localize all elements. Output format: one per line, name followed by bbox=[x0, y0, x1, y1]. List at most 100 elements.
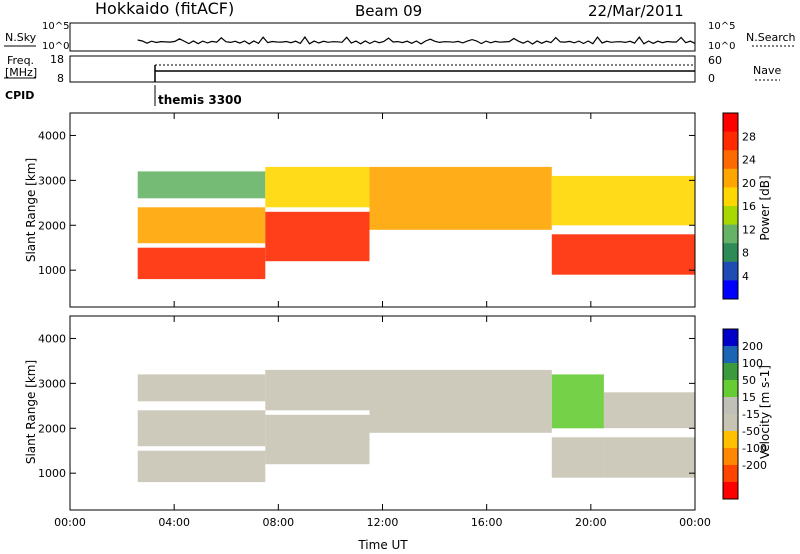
power-ytick-label-0: 1000 bbox=[38, 264, 66, 277]
velocity-cbar-tick-2: 50 bbox=[742, 374, 756, 387]
power-cbar-tick-1: 8 bbox=[742, 247, 749, 260]
velocity-cbar-seg-2 bbox=[723, 363, 738, 381]
power-ytick-label-1: 2000 bbox=[38, 219, 66, 232]
nsky-label: N.Sky bbox=[5, 31, 37, 44]
velocity-band-4-1 bbox=[603, 392, 695, 429]
nsearch-tick-bottom: 10^0 bbox=[708, 41, 735, 52]
velocity-band-1-1 bbox=[265, 369, 370, 411]
velocity-panel: 1000 2000 3000 4000 00:00 04:00 08:00 12:00 16:… bbox=[24, 315, 711, 552]
cpid-mode: themis 3300 bbox=[158, 93, 242, 107]
velocity-y-ticks: 1000 2000 3000 4000 bbox=[38, 332, 695, 480]
velocity-band-4-0 bbox=[603, 437, 695, 478]
velocity-xtick-label-4: 16:00 bbox=[471, 516, 503, 529]
nave-tick-top: 60 bbox=[708, 54, 722, 67]
velocity-band-2-0 bbox=[369, 369, 552, 433]
power-band-3-0 bbox=[551, 234, 695, 275]
velocity-colorbar: 200 100 50 15 -15 -50 -100 -200 Velocity [m s-1… bbox=[722, 328, 772, 500]
velocity-xtick-label-1: 04:00 bbox=[158, 516, 190, 529]
cpid-label: CPID bbox=[5, 89, 34, 102]
power-cbar-tick-2: 12 bbox=[742, 223, 756, 236]
freq-panel: Freq. [MHz] 18 8 60 0 Nave bbox=[4, 53, 781, 85]
velocity-cbar-label: Velocity [m s-1] bbox=[758, 365, 772, 459]
velocity-xtick-label-0: 00:00 bbox=[54, 516, 86, 529]
nsky-tick-top: 10^5 bbox=[42, 21, 69, 32]
power-x-ticks bbox=[69, 113, 696, 307]
velocity-xlabel: Time UT bbox=[357, 538, 408, 552]
power-band-1-1 bbox=[265, 166, 370, 208]
velocity-cbar-tick-0: 200 bbox=[742, 340, 763, 353]
power-cbar-seg-3 bbox=[723, 168, 738, 188]
velocity-cbar-seg-0 bbox=[723, 329, 738, 347]
velocity-cbar-seg-3 bbox=[723, 380, 738, 398]
power-cbar-seg-5 bbox=[723, 206, 738, 226]
velocity-band-1-0 bbox=[265, 414, 370, 465]
velocity-xtick-label-6: 00:00 bbox=[679, 516, 711, 529]
power-cbar-tick-5: 24 bbox=[742, 154, 756, 167]
nsky-line bbox=[137, 35, 696, 45]
power-cbar-tick-0: 4 bbox=[742, 270, 749, 283]
beam-title: Beam 09 bbox=[355, 2, 422, 20]
power-cbar-seg-9 bbox=[723, 280, 738, 300]
freq-label-line2: [MHz] bbox=[5, 66, 37, 79]
velocity-cbar-tick-6: -100 bbox=[742, 442, 767, 455]
velocity-cbar-seg-7 bbox=[723, 448, 738, 466]
velocity-cbar-tick-3: 15 bbox=[742, 391, 756, 404]
freq-tick-bottom: 8 bbox=[57, 72, 64, 85]
power-ytick-label-2: 3000 bbox=[38, 174, 66, 187]
velocity-cbar-seg-9 bbox=[723, 482, 738, 500]
power-cbar-tick-3: 16 bbox=[742, 200, 756, 213]
velocity-band-3-0 bbox=[551, 437, 604, 478]
station-title: Hokkaido (fitACF) bbox=[95, 0, 234, 18]
power-band-0-1 bbox=[137, 207, 266, 244]
velocity-ytick-label-3: 4000 bbox=[38, 332, 66, 345]
power-band-2-0 bbox=[369, 166, 552, 230]
velocity-cbar-tick-1: 100 bbox=[742, 357, 763, 370]
power-panel: 1000 2000 3000 4000 Slant Range [km] bbox=[24, 112, 696, 308]
nsearch-tick-top: 10^5 bbox=[708, 21, 735, 32]
velocity-ytick-label-0: 1000 bbox=[38, 467, 66, 480]
nsearch-label: N.Search bbox=[746, 31, 796, 44]
nave-tick-bottom: 0 bbox=[708, 72, 715, 85]
power-cbar-label: Power [dB] bbox=[758, 175, 772, 240]
velocity-band-0-2 bbox=[137, 374, 266, 402]
power-cbar-seg-7 bbox=[723, 243, 738, 263]
velocity-x-ticks: 00:00 04:00 08:00 12:00 16:00 20:00 00:00 bbox=[54, 316, 711, 529]
power-band-0-0 bbox=[137, 247, 266, 280]
velocity-xtick-label-3: 12:00 bbox=[367, 516, 399, 529]
power-cbar-tick-4: 20 bbox=[742, 177, 756, 190]
freq-tick-top: 18 bbox=[50, 53, 64, 66]
power-band-0-2 bbox=[137, 171, 266, 199]
velocity-xtick-label-2: 08:00 bbox=[262, 516, 294, 529]
power-cbar-seg-0 bbox=[723, 113, 738, 133]
nsky-panel: N.Sky 10^5 10^0 10^5 10^0 N.Search bbox=[4, 21, 796, 52]
power-ylabel: Slant Range [km] bbox=[24, 158, 38, 262]
power-y-ticks: 1000 2000 3000 4000 bbox=[38, 129, 695, 277]
velocity-band-3-1 bbox=[551, 374, 604, 429]
velocity-cbar-seg-6 bbox=[723, 431, 738, 449]
power-cbar-seg-4 bbox=[723, 187, 738, 207]
velocity-cbar-seg-8 bbox=[723, 465, 738, 483]
power-cbar-seg-6 bbox=[723, 224, 738, 244]
velocity-band-0-0 bbox=[137, 450, 266, 483]
power-cbar-seg-2 bbox=[723, 150, 738, 170]
velocity-cbar-seg-1 bbox=[723, 346, 738, 364]
velocity-cbar-tick-5: -50 bbox=[742, 425, 760, 438]
velocity-heatmap bbox=[137, 369, 695, 483]
freq-label-line1: Freq. bbox=[7, 54, 34, 67]
power-ytick-label-3: 4000 bbox=[38, 129, 66, 142]
velocity-band-0-1 bbox=[137, 410, 266, 447]
nsky-series bbox=[137, 35, 696, 45]
power-heatmap bbox=[137, 166, 695, 280]
power-band-1-0 bbox=[265, 211, 370, 262]
nave-label: Nave bbox=[753, 64, 781, 77]
velocity-cbar-seg-5 bbox=[723, 414, 738, 432]
velocity-cbar-seg-4 bbox=[723, 397, 738, 415]
date-title: 22/Mar/2011 bbox=[588, 2, 684, 20]
velocity-ylabel: Slant Range [km] bbox=[24, 360, 38, 464]
velocity-ytick-label-2: 3000 bbox=[38, 377, 66, 390]
power-band-3-1 bbox=[551, 175, 695, 226]
power-cbar-seg-1 bbox=[723, 131, 738, 151]
power-colorbar: 4 8 12 16 20 24 28 Power [dB] bbox=[722, 112, 772, 300]
velocity-xtick-label-5: 20:00 bbox=[575, 516, 607, 529]
